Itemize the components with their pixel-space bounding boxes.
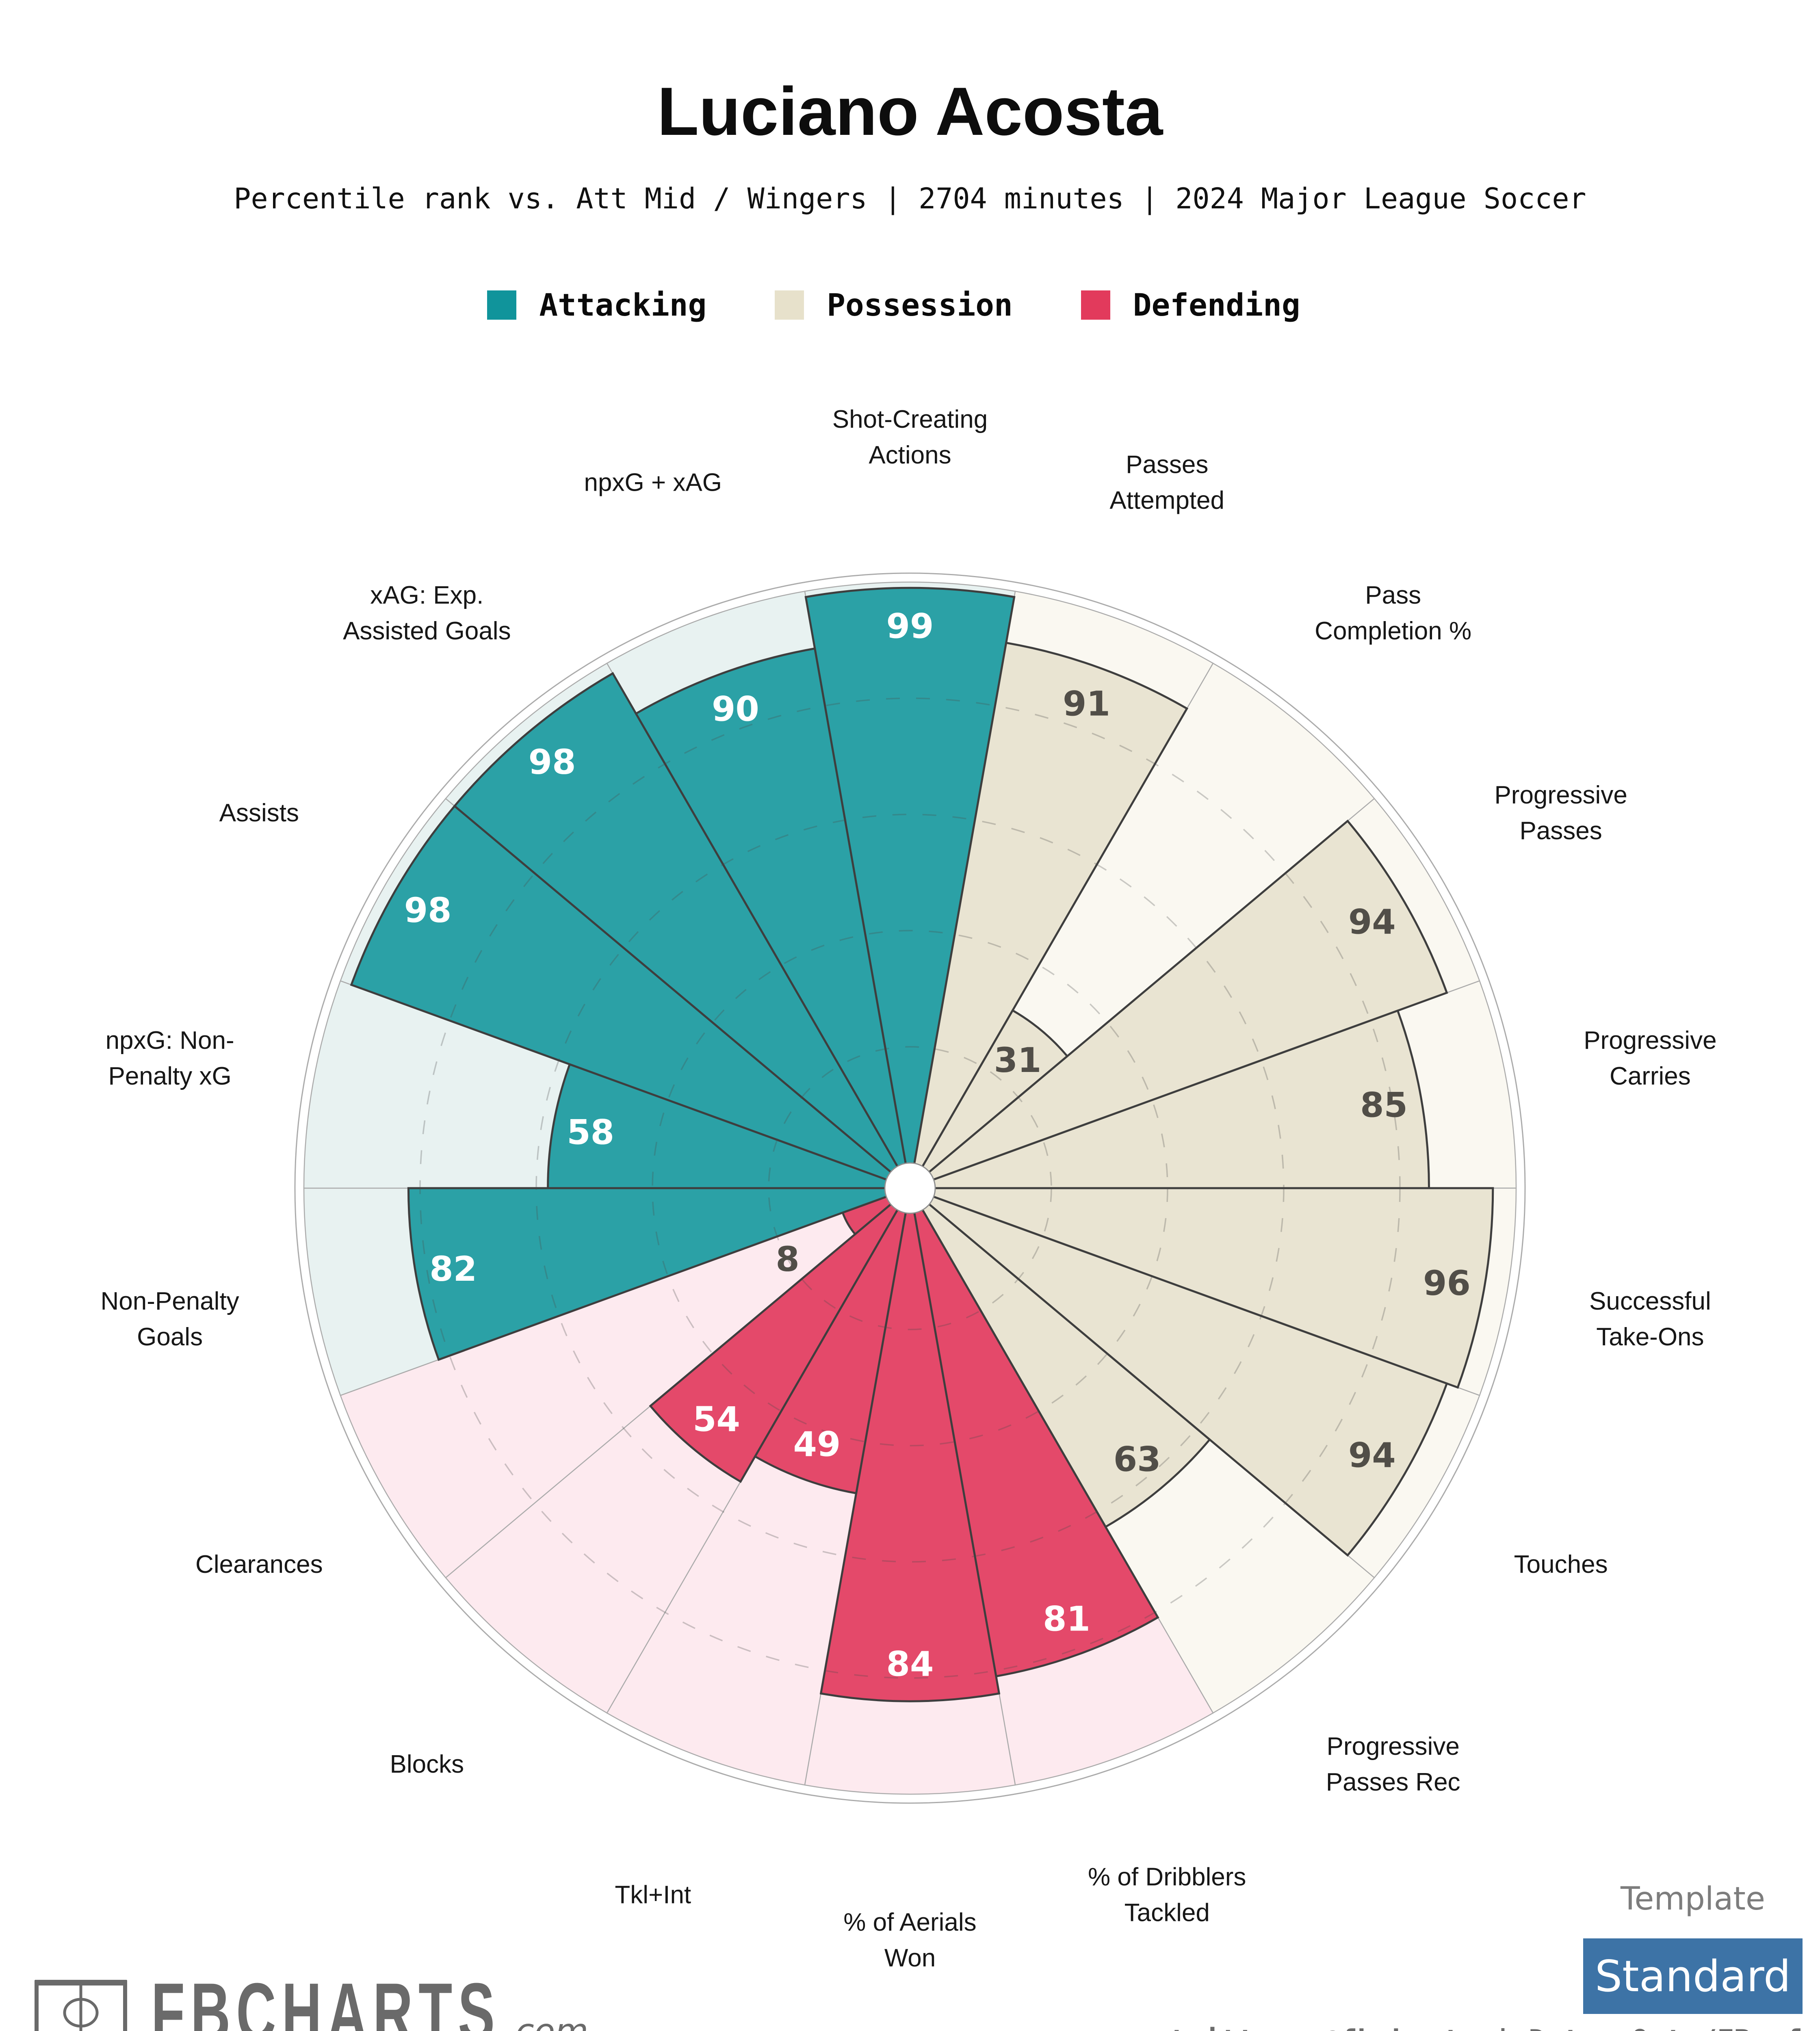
gridline-60 [535,814,1285,1563]
value-label-shot-creating-actions: 99 [886,606,934,646]
gridline-20 [768,1046,1052,1330]
value-label-assists: 98 [404,890,452,930]
value-label-clearances: 8 [776,1239,799,1279]
value-label-of-dribblers-tackled: 81 [1043,1599,1090,1639]
gridline-80 [419,697,1401,1679]
value-label-npxg-non-penalty-xg: 58 [567,1112,614,1152]
value-label-xag-exp-assisted-goals: 98 [529,742,576,782]
value-label-touches: 94 [1348,1436,1396,1475]
value-label-pass-completion: 31 [994,1040,1042,1080]
value-label-non-penalty-goals: 82 [429,1249,477,1289]
chart-subtitle: Percentile rank vs. Att Mid / Wingers | … [234,182,1586,215]
param-label-progressive-passes: Progressive Passes [1494,781,1627,845]
param-label-of-dribblers-tackled: % of Dribblers Tackled [1088,1863,1246,1927]
brand-name: FBCHARTS [151,1966,500,2031]
param-label-shot-creating-actions: Shot-Creating Actions [832,405,988,469]
legend-label-defending: Defending [1133,287,1300,323]
param-label-xag-exp-assisted-goals: xAG: Exp. Assisted Goals [343,581,511,645]
value-label-progressive-carries: 85 [1360,1085,1408,1125]
value-label-of-aerials-won: 84 [886,1644,934,1684]
param-label-npxg-non-penalty-xg: npxG: Non-Penalty xG [106,1026,234,1090]
param-label-passes-attempted: Passes Attempted [1109,451,1224,515]
brand-suffix: .com [504,2011,589,2031]
credit-line: twitter: @fbcharts | Data: Opta/FBref [1169,2024,1803,2031]
legend-item-attacking: Attacking [487,287,706,323]
legend-label-possession: Possession [827,287,1013,323]
legend: Attacking Possession Defending [0,287,1804,323]
fbcharts-logo: FBCHARTS .com [34,1966,589,2031]
value-label-progressive-passes-rec: 63 [1114,1439,1161,1479]
param-label-npxg-xag: npxG + xAG [584,469,722,497]
template-label: Template [1621,1881,1765,1917]
value-label-npxg-xag: 90 [712,689,759,729]
legend-swatch-possession [775,290,804,320]
outer-circle [294,572,1526,1804]
param-label-clearances: Clearances [195,1550,323,1578]
value-label-blocks: 54 [693,1399,740,1439]
param-label-pass-completion: Pass Completion % [1315,581,1471,645]
param-label-non-penalty-goals: Non-Penalty Goals [101,1287,239,1351]
legend-label-attacking: Attacking [539,287,707,323]
pitch-icon [35,1980,127,2031]
param-label-blocks: Blocks [390,1750,464,1778]
param-label-assists: Assists [219,799,299,827]
legend-swatch-attacking [487,290,517,320]
template-standard-button[interactable]: Standard [1583,1938,1803,2014]
legend-swatch-defending [1081,290,1110,320]
value-label-successful-take-ons: 96 [1423,1263,1471,1303]
value-label-passes-attempted: 91 [1063,684,1110,723]
value-label-tkl-int: 49 [793,1424,841,1464]
param-label-progressive-passes-rec: Progressive Passes Rec [1326,1732,1460,1796]
page-title: Luciano Acosta [657,73,1163,149]
param-label-progressive-carries: Progressive Carries [1584,1026,1716,1090]
gridline-40 [652,930,1168,1446]
param-label-tkl-int: Tkl+Int [615,1881,691,1909]
param-label-successful-take-ons: Successful Take-Ons [1589,1287,1711,1351]
param-label-of-aerials-won: % of Aerials Won [843,1908,976,1972]
param-label-touches: Touches [1514,1550,1608,1578]
center-circle [884,1162,936,1214]
value-label-progressive-passes: 94 [1348,902,1396,942]
legend-item-possession: Possession [775,287,1013,323]
legend-item-defending: Defending [1081,287,1300,323]
